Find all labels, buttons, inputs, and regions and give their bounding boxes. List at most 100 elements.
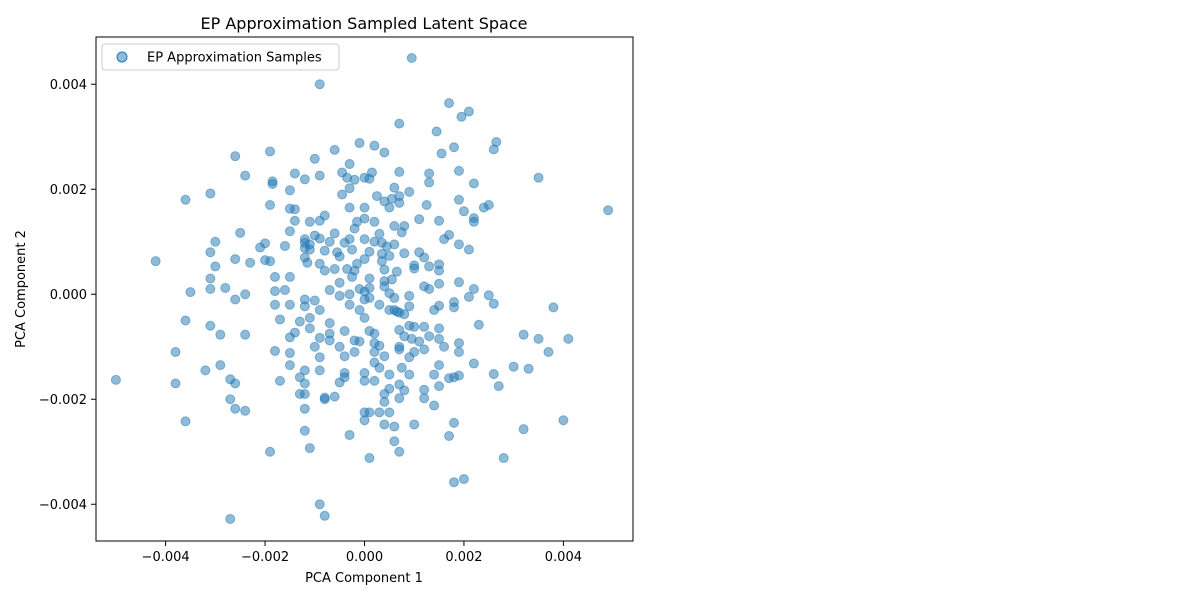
scatter-point xyxy=(339,326,350,336)
scatter-point xyxy=(314,79,325,90)
scatter-point xyxy=(419,344,430,355)
y-tick-label: −0.004 xyxy=(39,498,87,513)
scatter-point xyxy=(379,396,390,407)
scatter-point xyxy=(344,183,355,194)
scatter-point xyxy=(364,173,375,184)
scatter-point xyxy=(334,341,345,352)
scatter-point xyxy=(406,53,417,63)
scatter-point xyxy=(284,299,295,310)
scatter-point xyxy=(210,261,221,272)
scatter-point xyxy=(389,292,400,303)
scatter-point xyxy=(458,206,469,217)
scatter-point xyxy=(369,328,380,339)
scatter-point xyxy=(369,216,380,227)
scatter-point xyxy=(255,242,266,253)
scatter-point xyxy=(488,369,499,380)
scatter-point xyxy=(349,174,360,185)
scatter-point xyxy=(319,510,330,521)
scatter-point xyxy=(185,287,196,298)
y-tick-label: 0.004 xyxy=(50,78,87,93)
scatter-point xyxy=(518,329,529,340)
scatter-point xyxy=(453,338,464,349)
scatter-point xyxy=(439,341,450,352)
scatter-point xyxy=(279,285,290,296)
scatter-point xyxy=(364,407,375,418)
scatter-point xyxy=(379,147,390,158)
scatter-point xyxy=(270,286,280,297)
scatter-point xyxy=(314,499,325,510)
scatter-point xyxy=(299,425,310,436)
scatter-point xyxy=(384,202,395,213)
scatter-point xyxy=(299,378,310,389)
scatter-point xyxy=(488,298,499,309)
scatter-point xyxy=(364,273,375,284)
scatter-point xyxy=(344,289,355,300)
y-tick-label: 0.000 xyxy=(50,288,87,303)
legend: EP Approximation Samples xyxy=(101,43,340,71)
scatter-point xyxy=(458,474,469,485)
scatter-point xyxy=(399,385,410,396)
scatter-point xyxy=(180,416,191,427)
scatter-point xyxy=(230,254,241,265)
scatter-point xyxy=(314,352,325,363)
scatter-point xyxy=(463,291,474,302)
scatter-point xyxy=(299,365,310,376)
scatter-point xyxy=(533,172,544,183)
scatter-point xyxy=(439,234,450,245)
scatter-point xyxy=(468,284,479,294)
scatter-point xyxy=(374,228,385,239)
scatter-point xyxy=(359,415,370,426)
scatter-point xyxy=(220,282,231,293)
scatter-point xyxy=(453,239,464,250)
scatter-point xyxy=(404,352,415,363)
scatter-point xyxy=(386,274,397,285)
scatter-point xyxy=(463,106,474,117)
scatter-point xyxy=(284,332,295,343)
scatter-point xyxy=(409,263,420,274)
chart-title: EP Approximation Sampled Latent Space xyxy=(201,14,528,33)
legend-box xyxy=(101,43,340,71)
scatter-point xyxy=(314,215,325,226)
scatter-point xyxy=(339,237,350,248)
scatter-point xyxy=(414,214,425,225)
scatter-point xyxy=(347,271,358,282)
scatter-point xyxy=(329,391,340,402)
scatter-point xyxy=(180,315,191,326)
scatter-point xyxy=(473,319,484,330)
scatter-point xyxy=(453,194,464,205)
scatter-point xyxy=(230,294,241,305)
scatter-point xyxy=(309,295,320,306)
scatter-point xyxy=(404,186,415,197)
scatter-point xyxy=(414,336,425,347)
scatter-point xyxy=(359,294,370,305)
y-axis-label: PCA Component 2 xyxy=(14,230,29,348)
x-axis-ticks: −0.004 −0.002 0.000 0.002 0.004 xyxy=(142,541,582,565)
scatter-point xyxy=(235,227,246,238)
scatter-point xyxy=(384,407,395,418)
scatter-point xyxy=(225,513,236,524)
scatter-point xyxy=(150,256,161,267)
scatter-point xyxy=(424,284,435,294)
scatter-point xyxy=(498,453,509,464)
scatter-point xyxy=(364,246,375,257)
scatter-point xyxy=(518,424,529,435)
scatter-point xyxy=(359,312,370,323)
scatter-point xyxy=(200,365,211,376)
scatter-point xyxy=(270,345,280,356)
scatter-point xyxy=(324,318,335,329)
scatter-point xyxy=(434,278,445,289)
scatter-point xyxy=(270,271,280,282)
scatter-point xyxy=(329,264,340,275)
scatter-point xyxy=(449,302,459,313)
scatter-point xyxy=(299,301,310,312)
scatter-point xyxy=(245,257,256,268)
scatter-point xyxy=(434,333,445,344)
scatter-point xyxy=(334,277,345,288)
scatter-point xyxy=(210,236,221,247)
scatter-point xyxy=(419,393,430,404)
scatter-point xyxy=(396,227,407,238)
scatter-point xyxy=(240,289,251,300)
scatter-point xyxy=(419,384,430,395)
scatter-point xyxy=(230,403,241,414)
